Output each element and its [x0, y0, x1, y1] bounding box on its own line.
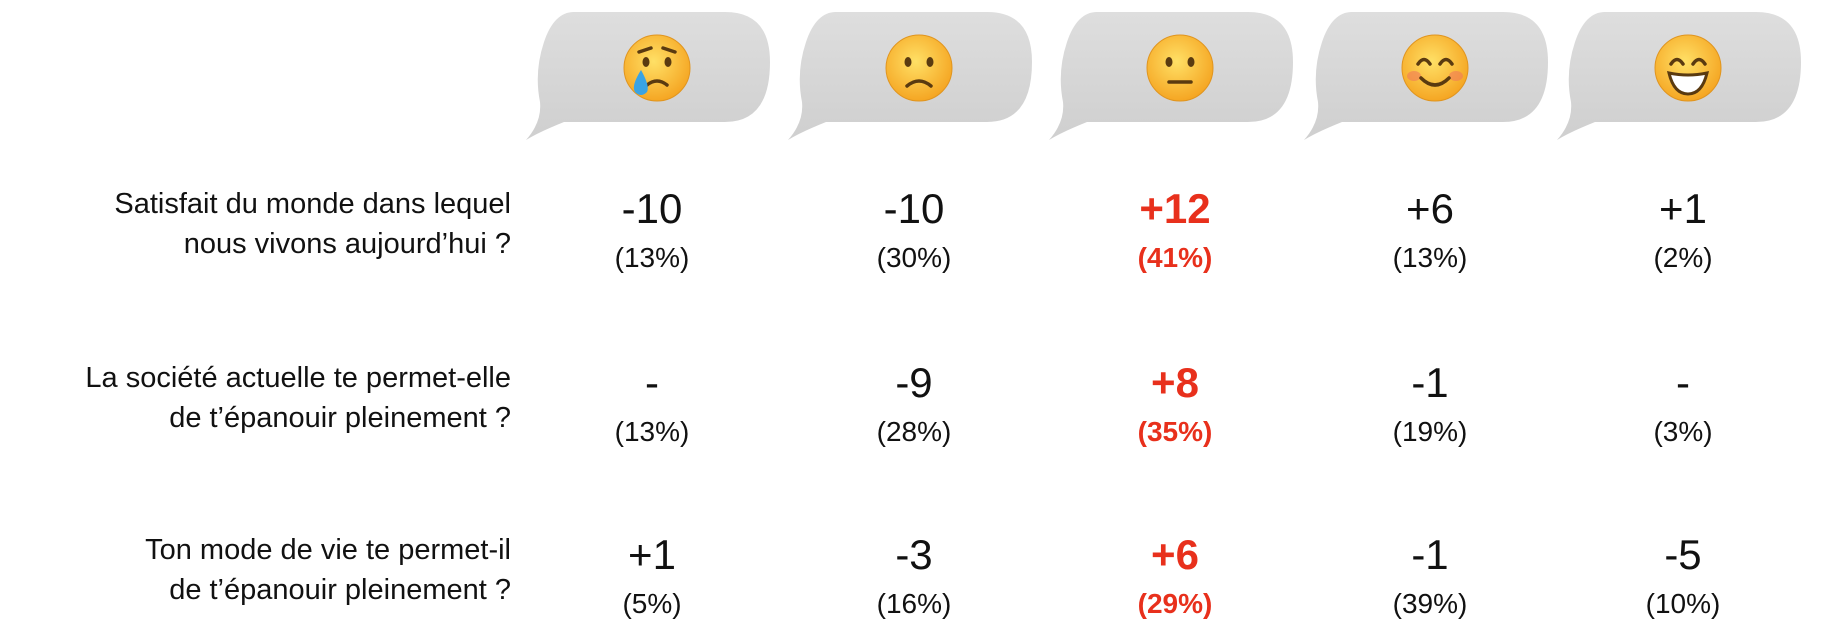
share: (13%): [1392, 242, 1468, 273]
change: -5: [1664, 531, 1702, 578]
change: -: [1676, 359, 1690, 406]
cell: +12 (41%): [1065, 186, 1285, 276]
eye: [926, 57, 934, 67]
tear: [633, 70, 648, 95]
share: (2%): [1653, 242, 1713, 273]
cell: - (3%): [1573, 360, 1793, 450]
change: -10: [883, 185, 945, 232]
brow: [637, 46, 653, 54]
question-line: Ton mode de vie te permet-il: [145, 534, 511, 566]
cell: +8 (35%): [1065, 360, 1285, 450]
cell: - (13%): [542, 360, 762, 450]
eye: [1691, 57, 1707, 66]
question-line: nous vivons aujourd’hui ?: [183, 228, 511, 260]
question-line: La société actuelle te permet-elle: [85, 362, 511, 394]
share: (13%): [614, 416, 690, 447]
change: +8: [1151, 359, 1199, 406]
cheek: [1407, 71, 1421, 81]
question-line: de t’épanouir pleinement ?: [169, 574, 511, 606]
share: (13%): [614, 242, 690, 273]
share: (29%): [1137, 588, 1213, 619]
question-line: Satisfait du monde dans lequel: [114, 188, 511, 220]
mouth: [1666, 71, 1710, 96]
share: (28%): [876, 416, 952, 447]
question: Satisfait du monde dans lequel nous vivon…: [114, 184, 511, 264]
face: [1146, 34, 1214, 102]
share: (39%): [1392, 588, 1468, 619]
change: +6: [1406, 185, 1454, 232]
cheek: [1449, 71, 1463, 81]
share: (30%): [876, 242, 952, 273]
change: +12: [1139, 185, 1211, 232]
change: +1: [628, 531, 676, 578]
change: +6: [1151, 531, 1199, 578]
header-icons: [526, 12, 1801, 140]
share: (19%): [1392, 416, 1468, 447]
eye: [1438, 57, 1454, 66]
change: -3: [895, 531, 933, 578]
cell: +1 (5%): [542, 532, 762, 622]
cell: -1 (39%): [1320, 532, 1540, 622]
eye: [1669, 57, 1685, 66]
eye: [1416, 57, 1432, 66]
cell: -1 (19%): [1320, 360, 1540, 450]
cell: -10 (13%): [542, 186, 762, 276]
eye: [664, 57, 672, 67]
change: -10: [621, 185, 683, 232]
change: -9: [895, 359, 933, 406]
face: [885, 34, 953, 102]
face: [623, 34, 691, 102]
change: -1: [1411, 359, 1449, 406]
change: -1: [1411, 531, 1449, 578]
mouth: [1419, 76, 1451, 87]
mouth: [905, 79, 933, 88]
question: Ton mode de vie te permet-il de t’épanoui…: [145, 530, 511, 610]
change: +1: [1659, 185, 1707, 232]
cell: -5 (10%): [1573, 532, 1793, 622]
share: (41%): [1137, 242, 1213, 273]
cell: +6 (29%): [1065, 532, 1285, 622]
brow: [661, 46, 677, 54]
share: (35%): [1137, 416, 1213, 447]
cell: +6 (13%): [1320, 186, 1540, 276]
share: (10%): [1645, 588, 1721, 619]
cell: -3 (16%): [804, 532, 1024, 622]
eye: [1187, 57, 1195, 67]
mouth: [645, 79, 669, 87]
question-line: de t’épanouir pleinement ?: [169, 402, 511, 434]
share: (3%): [1653, 416, 1713, 447]
eye: [1165, 57, 1173, 67]
cell: -10 (30%): [804, 186, 1024, 276]
cell: +1 (2%): [1573, 186, 1793, 276]
cell: -9 (28%): [804, 360, 1024, 450]
share: (16%): [876, 588, 952, 619]
change: -: [645, 359, 659, 406]
eye: [904, 57, 912, 67]
question: La société actuelle te permet-elle de t’é…: [85, 358, 511, 438]
face: [1654, 34, 1722, 102]
eye: [642, 57, 650, 67]
share: (5%): [622, 588, 682, 619]
face: [1401, 34, 1469, 102]
